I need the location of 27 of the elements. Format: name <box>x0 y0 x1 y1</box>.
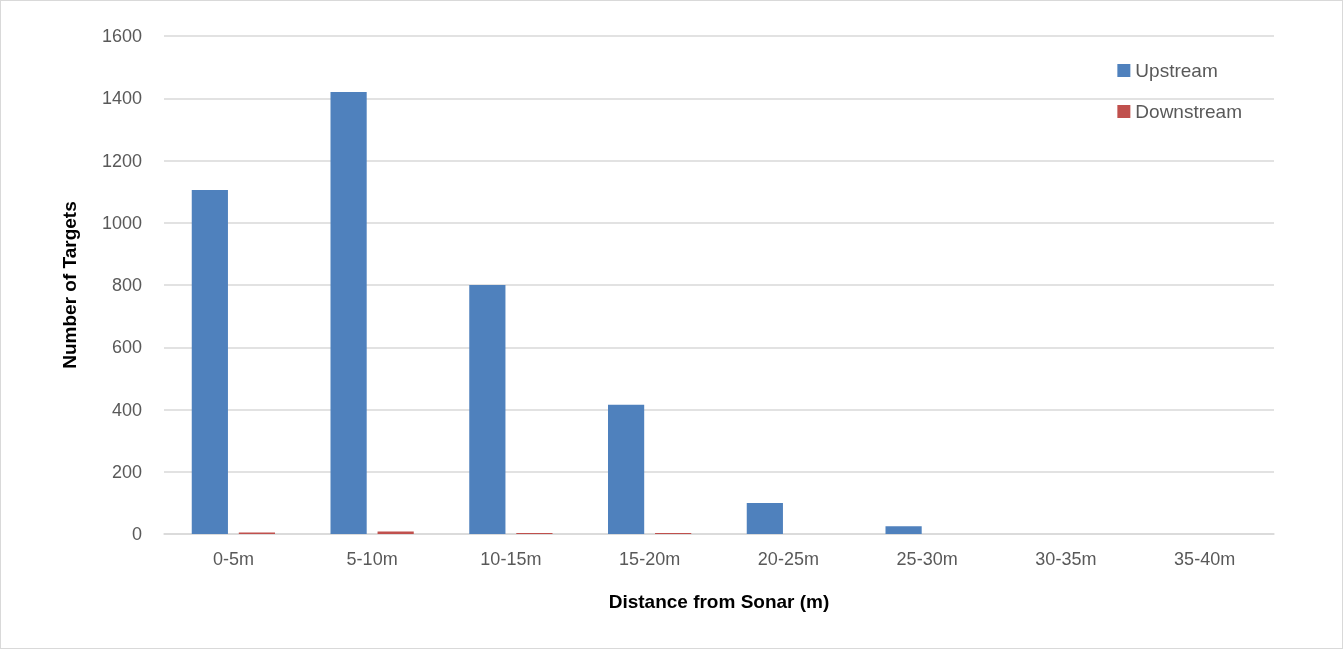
legend-label: Upstream <box>1135 60 1218 81</box>
x-tick-label: 20-25m <box>757 549 819 569</box>
bar <box>330 92 367 534</box>
x-tick-label: 10-15m <box>480 549 542 569</box>
y-tick-label: 1200 <box>101 150 142 171</box>
x-tick-label: 35-40m <box>1174 549 1236 569</box>
legend-label: Downstream <box>1135 101 1243 122</box>
x-tick-label: 25-30m <box>896 549 958 569</box>
x-tick-label: 5-10m <box>346 549 398 569</box>
bar <box>469 285 506 534</box>
bar <box>608 404 645 534</box>
y-tick-label: 600 <box>111 337 142 358</box>
bar <box>191 190 228 534</box>
y-tick-label: 400 <box>111 399 142 420</box>
bar <box>885 526 922 534</box>
y-tick-label: 0 <box>131 524 142 544</box>
y-tick-label: 200 <box>111 461 142 482</box>
x-axis-title: Distance from Sonar (m) <box>608 591 830 612</box>
y-tick-label: 800 <box>111 275 142 295</box>
x-tick-label: 15-20m <box>619 549 681 569</box>
y-tick-label: 1600 <box>101 26 142 46</box>
bar <box>746 502 783 534</box>
y-tick-label: 1400 <box>101 88 142 109</box>
x-tick-label: 0-5m <box>212 549 254 569</box>
x-tick-label: 30-35m <box>1035 549 1097 569</box>
y-axis-title: Number of Targets <box>59 201 80 369</box>
y-tick-label: 1000 <box>101 212 142 233</box>
